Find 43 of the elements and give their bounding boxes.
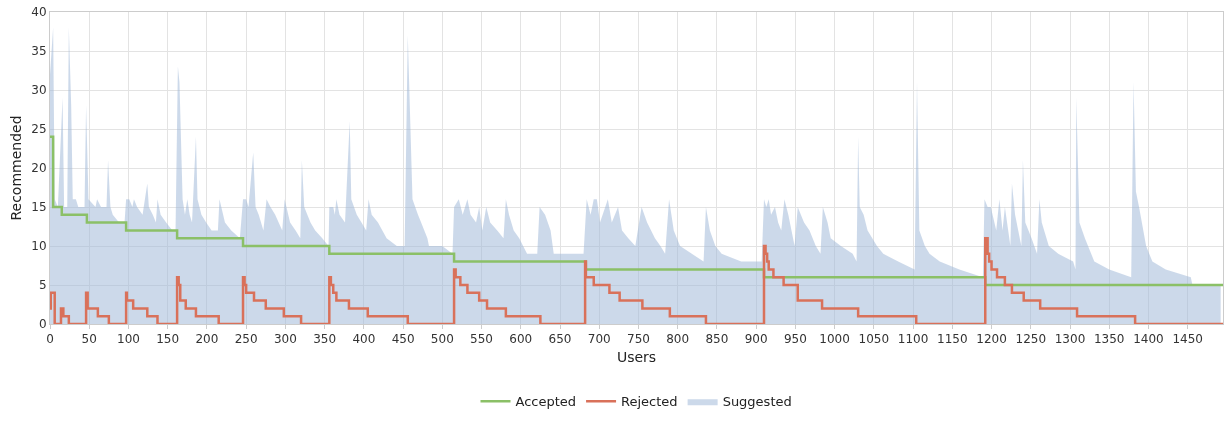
y-tick-label: 0 (38, 317, 47, 332)
x-tick-label: 200 (195, 332, 219, 347)
x-tick-label: 1100 (897, 332, 929, 347)
x-tick-label: 350 (313, 332, 337, 347)
y-tick-label: 30 (31, 83, 47, 98)
x-tick-label: 1450 (1172, 332, 1203, 347)
x-tick-label: 1400 (1133, 332, 1164, 347)
y-tick-label: 35 (31, 44, 47, 59)
x-tick-label: 500 (430, 332, 454, 347)
x-tick-label: 150 (156, 332, 180, 347)
x-tick-label: 1050 (858, 332, 890, 347)
y-tick-label: 20 (31, 161, 47, 176)
x-tick-label: 850 (705, 332, 729, 347)
x-tick-label: 250 (234, 332, 258, 347)
x-tick-label: 400 (352, 332, 376, 347)
x-tick-label: 1000 (819, 332, 850, 347)
y-axis-title: Recommended (7, 115, 24, 221)
x-tick-label: 1200 (976, 332, 1007, 347)
x-tick-label: 900 (744, 332, 768, 347)
legend-label: Rejected (621, 394, 678, 410)
y-tick-label: 5 (38, 278, 47, 293)
legend-label: Accepted (515, 394, 577, 410)
x-tick-label: 1300 (1054, 332, 1086, 347)
x-tick-label: 550 (470, 332, 493, 347)
legend-label: Suggested (722, 394, 792, 410)
y-tick-label: 40 (31, 5, 47, 20)
x-tick-label: 50 (81, 332, 97, 347)
x-tick-label: 1250 (1015, 332, 1047, 347)
y-tick-label: 25 (31, 122, 47, 137)
x-tick-label: 600 (509, 332, 533, 347)
x-tick-label: 1150 (937, 332, 968, 347)
x-tick-label: 650 (548, 332, 572, 347)
x-tick-label: 700 (587, 332, 611, 347)
x-tick-label: 100 (117, 332, 140, 347)
y-tick-label: 10 (31, 239, 47, 254)
x-tick-label: 1350 (1093, 332, 1125, 347)
x-tick-label: 450 (391, 332, 415, 347)
x-axis-title: Users (616, 348, 657, 365)
x-tick-label: 750 (627, 332, 650, 347)
x-tick-label: 300 (273, 332, 297, 347)
x-tick-label: 800 (666, 332, 690, 347)
y-tick-label: 15 (31, 200, 47, 215)
x-tick-label: 950 (783, 332, 807, 347)
